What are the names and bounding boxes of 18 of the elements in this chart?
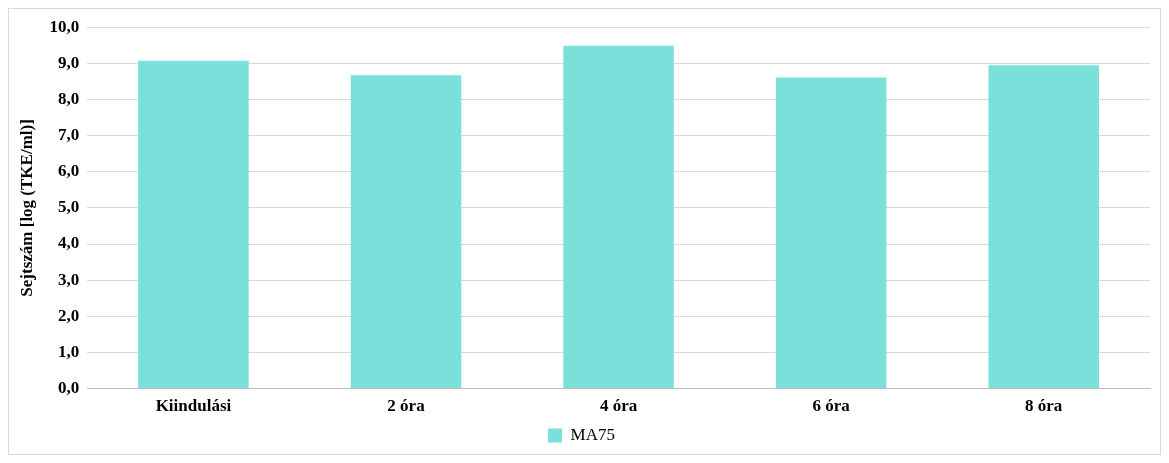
y-tick-label: 6,0: [57, 161, 80, 181]
x-tick-label: 6 óra: [812, 396, 851, 416]
y-tick-label: 1,0: [57, 341, 80, 361]
y-axis-title: Sejtszám [log (TKE/ml)]: [16, 119, 36, 297]
y-tick-label: 5,0: [57, 197, 80, 217]
y-tick-label: 8,0: [57, 88, 80, 108]
y-tick-label: 0,0: [57, 377, 80, 397]
x-tick-label: 4 óra: [599, 396, 638, 416]
x-tick-label: 2 óra: [387, 396, 426, 416]
y-tick-label: 7,0: [57, 125, 80, 145]
legend-label: MA75: [570, 424, 615, 444]
y-tick-label: 10,0: [49, 16, 80, 36]
y-tick-label: 2,0: [57, 305, 80, 325]
y-tick-label: 3,0: [57, 269, 80, 289]
x-tick-label: Kiindulási: [155, 396, 232, 416]
y-tick-label: 9,0: [57, 52, 80, 72]
x-tick-label: 8 óra: [1025, 396, 1063, 416]
y-tick-label: 4,0: [57, 233, 80, 253]
